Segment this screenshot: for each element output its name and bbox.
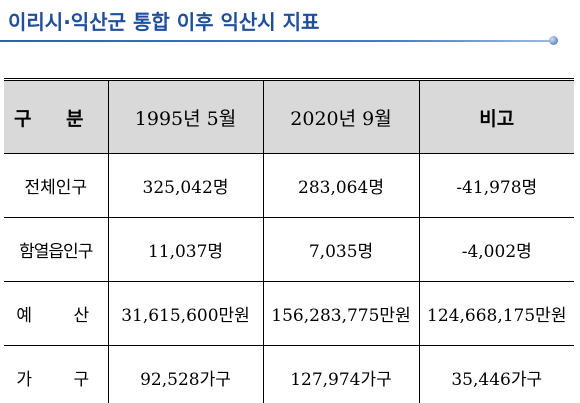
header-category: 구 분 <box>4 78 109 154</box>
header-1995: 1995년 5월 <box>107 78 264 154</box>
cell-note: -41,978명 <box>418 153 574 218</box>
header-note: 비고 <box>418 78 574 154</box>
row-label-hamyeol-population: 함열읍인구 <box>4 217 109 282</box>
cell-2020: 7,035명 <box>262 217 420 282</box>
stats-table: 구 분 1995년 5월 2020년 9월 비고 전체인구 325,042명 2… <box>4 78 574 403</box>
row-label-households: 가 구 <box>4 345 109 403</box>
title-divider <box>0 40 552 42</box>
row-label-budget: 예 산 <box>4 281 109 346</box>
table-row: 전체인구 325,042명 283,064명 -41,978명 <box>4 153 574 218</box>
table-row: 예 산 31,615,600만원 156,283,775만원 124,668,1… <box>4 281 574 346</box>
table-row: 함열읍인구 11,037명 7,035명 -4,002명 <box>4 217 574 282</box>
cell-note: 124,668,175만원 <box>418 281 574 346</box>
divider-end-dot <box>549 36 558 45</box>
cell-1995: 92,528가구 <box>107 345 264 403</box>
table-header-row: 구 분 1995년 5월 2020년 9월 비고 <box>4 78 574 154</box>
cell-1995: 325,042명 <box>107 153 264 218</box>
cell-note: -4,002명 <box>418 217 574 282</box>
cell-1995: 11,037명 <box>107 217 264 282</box>
header-2020: 2020년 9월 <box>262 78 420 154</box>
cell-2020: 156,283,775만원 <box>262 281 420 346</box>
cell-note: 35,446가구 <box>418 345 574 403</box>
page-title: 이리시·익산군 통합 이후 익산시 지표 <box>8 10 320 34</box>
cell-1995: 31,615,600만원 <box>107 281 264 346</box>
row-label-total-population: 전체인구 <box>4 153 109 218</box>
cell-2020: 283,064명 <box>262 153 420 218</box>
table-row: 가 구 92,528가구 127,974가구 35,446가구 <box>4 345 574 403</box>
cell-2020: 127,974가구 <box>262 345 420 403</box>
